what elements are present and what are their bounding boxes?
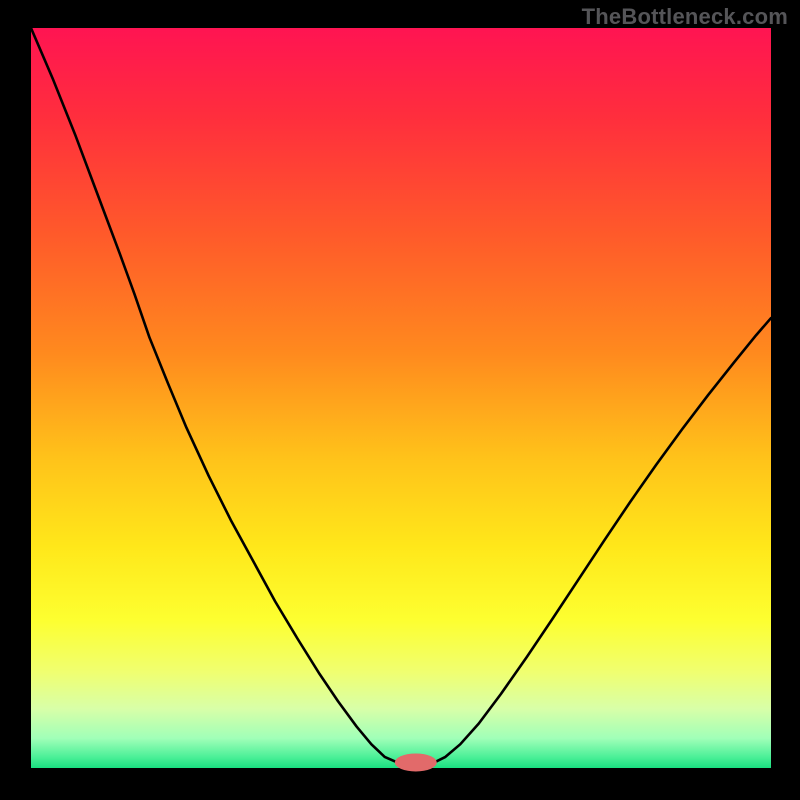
chart-container: TheBottleneck.com — [0, 0, 800, 800]
bottleneck-chart — [0, 0, 800, 800]
watermark-text: TheBottleneck.com — [582, 4, 788, 30]
optimal-marker — [395, 753, 437, 771]
plot-area — [31, 28, 771, 768]
